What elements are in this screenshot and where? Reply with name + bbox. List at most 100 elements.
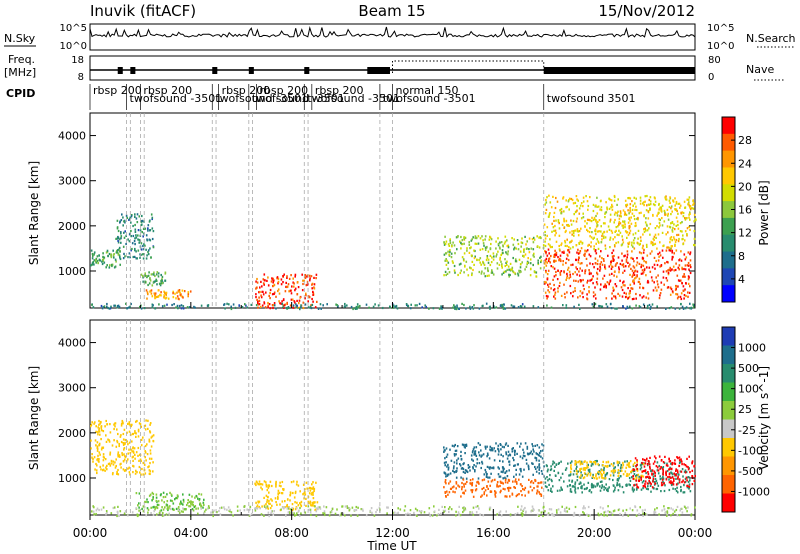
colorbar-swatch — [722, 117, 735, 135]
data-cell — [139, 423, 142, 426]
data-cell — [491, 447, 493, 450]
data-cell — [146, 238, 148, 241]
data-cell — [497, 485, 500, 488]
data-cell — [258, 296, 260, 299]
data-cell — [329, 511, 332, 514]
data-cell — [602, 222, 605, 225]
data-cell — [603, 488, 605, 491]
data-cell — [502, 477, 504, 480]
data-cell — [649, 467, 651, 470]
data-cell — [123, 512, 126, 515]
data-cell — [606, 514, 608, 517]
data-cell — [548, 252, 550, 255]
data-cell — [438, 508, 440, 511]
data-cell — [159, 293, 161, 296]
data-cell — [635, 208, 638, 212]
data-cell — [407, 304, 409, 307]
data-cell — [669, 460, 672, 463]
data-cell — [128, 448, 130, 451]
data-cell — [667, 269, 669, 272]
data-cell — [455, 449, 458, 452]
data-cell — [499, 304, 502, 307]
data-cell — [641, 296, 644, 299]
data-cell — [472, 459, 474, 462]
data-cell — [144, 227, 147, 230]
data-cell — [260, 296, 263, 299]
data-cell — [645, 487, 648, 490]
data-cell — [687, 480, 690, 483]
data-cell — [372, 305, 375, 308]
data-cell — [187, 292, 190, 295]
data-cell — [610, 307, 613, 310]
data-cell — [684, 206, 686, 209]
data-cell — [487, 453, 489, 456]
colorbar-tick-label: -25 — [738, 424, 756, 437]
data-cell — [452, 469, 454, 472]
data-cell — [588, 230, 591, 234]
data-cell — [551, 230, 553, 233]
data-cell — [514, 272, 517, 276]
data-cell — [613, 254, 615, 258]
data-cell — [346, 505, 348, 508]
data-cell — [666, 246, 668, 249]
data-cell — [688, 225, 690, 228]
data-cell — [517, 505, 519, 508]
data-cell — [637, 237, 639, 240]
data-cell — [592, 282, 594, 285]
data-cell — [147, 227, 149, 230]
data-cell — [151, 216, 154, 219]
data-cell — [506, 481, 509, 484]
data-cell — [662, 270, 665, 273]
data-cell — [626, 236, 628, 239]
data-cell — [524, 455, 526, 458]
cpid-segment-label: twofsound -3501 — [130, 92, 223, 105]
data-cell — [671, 239, 673, 242]
data-cell — [618, 271, 620, 274]
data-cell — [649, 196, 652, 199]
data-cell — [109, 464, 112, 467]
data-cell — [684, 477, 687, 481]
data-cell — [299, 490, 301, 493]
data-cell — [310, 493, 313, 496]
data-cell — [138, 502, 140, 505]
colorbar-tick-label: 1000 — [738, 342, 766, 355]
data-cell — [659, 265, 661, 268]
data-cell — [440, 512, 442, 515]
data-cell — [668, 457, 670, 460]
data-cell — [638, 512, 640, 516]
data-cell — [656, 289, 658, 292]
data-cell — [376, 508, 378, 511]
data-cell — [572, 485, 574, 488]
data-cell — [525, 458, 528, 461]
data-cell — [530, 481, 532, 484]
data-cell — [449, 472, 452, 475]
data-cell — [512, 305, 514, 308]
data-cell — [120, 466, 122, 469]
data-cell — [313, 489, 315, 493]
data-cell — [152, 496, 154, 499]
data-cell — [596, 459, 598, 463]
data-cell — [628, 232, 631, 235]
data-cell — [586, 228, 588, 231]
data-cell — [91, 252, 94, 256]
data-cell — [295, 306, 298, 309]
data-cell — [624, 265, 627, 268]
data-cell — [637, 218, 639, 221]
data-cell — [131, 440, 133, 443]
data-cell — [553, 288, 556, 291]
data-cell — [689, 253, 691, 256]
data-cell — [123, 220, 125, 223]
data-cell — [464, 452, 466, 455]
data-cell — [142, 248, 145, 251]
data-cell — [593, 477, 596, 480]
data-cell — [654, 200, 657, 203]
data-cell — [640, 488, 643, 491]
data-cell — [535, 459, 538, 462]
data-cell — [633, 484, 635, 487]
data-cell — [135, 435, 137, 438]
data-cell — [592, 484, 595, 487]
data-cell — [628, 483, 630, 486]
data-cell — [635, 474, 638, 477]
data-cell — [576, 465, 578, 468]
data-cell — [131, 242, 134, 245]
